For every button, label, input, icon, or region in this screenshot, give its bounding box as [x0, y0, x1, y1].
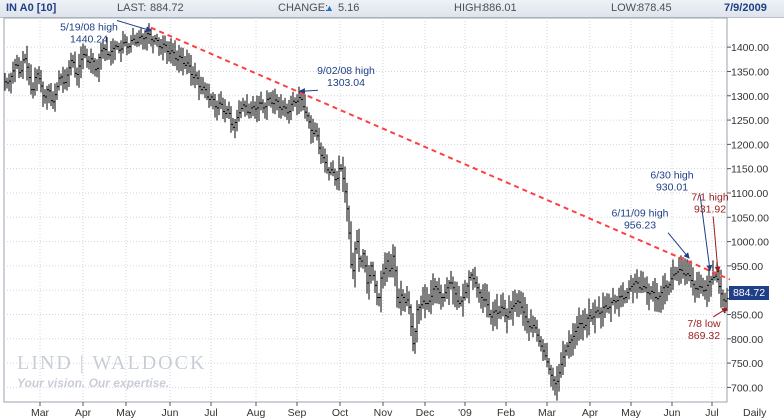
- y-tick-label: 1200.00: [731, 139, 769, 151]
- annotation-title: 5/19/08 high: [60, 21, 118, 33]
- x-tick-label: Jul: [705, 407, 718, 419]
- y-tick-label: 850.00: [731, 310, 763, 322]
- broker-logo: LIND | WALDOCK Your vision. Our expertis…: [17, 352, 206, 390]
- high-value: 886.01: [483, 2, 517, 14]
- x-tick-label: Nov: [374, 407, 393, 419]
- symbol-label: IN A0 [10]: [6, 2, 57, 14]
- x-tick-label: May: [116, 407, 137, 419]
- y-tick-label: 750.00: [731, 358, 763, 370]
- x-axis: Mar Apr May Jun Jul Aug Sep Oct Nov Dec '09 Feb Mar A…: [31, 402, 767, 419]
- y-tick-label: 800.00: [731, 334, 763, 346]
- annotation-value: 869.32: [688, 330, 720, 342]
- y-tick-label: 1050.00: [731, 212, 769, 224]
- low-label: LOW:: [611, 2, 639, 14]
- annotation-value: 1303.04: [327, 77, 365, 89]
- last-value: 884.72: [150, 2, 184, 14]
- y-tick-label: 1350.00: [731, 66, 769, 78]
- x-tick-label: '09: [458, 407, 472, 419]
- change-value: 5.16: [338, 2, 360, 14]
- y-tick-label: 1300.00: [731, 91, 769, 103]
- x-tick-label: Dec: [416, 407, 435, 419]
- annotation-arrow: [699, 194, 713, 272]
- period-label: Daily: [743, 407, 767, 419]
- x-tick-label: Mar: [31, 407, 50, 419]
- annotation-arrow: [667, 232, 690, 259]
- x-tick-label: Apr: [582, 407, 599, 419]
- x-tick-label: Sep: [288, 407, 307, 419]
- y-tick-label: 1000.00: [731, 237, 769, 249]
- y-tick-label: 1100.00: [731, 188, 768, 200]
- price-bars: [4, 23, 729, 401]
- x-tick-label: Aug: [247, 407, 266, 419]
- up-arrow-icon: ▲: [325, 3, 334, 13]
- annotation-value: 930.01: [656, 182, 688, 194]
- plot-frame: [3, 17, 728, 403]
- x-tick-label: May: [621, 407, 642, 419]
- annotation-value: 956.23: [624, 220, 656, 232]
- annotation-title: 6/30 high: [650, 170, 693, 182]
- low-value: 878.45: [638, 2, 672, 14]
- annotation-title: 7/1 high: [691, 192, 729, 204]
- annotation-title: 6/11/09 high: [611, 208, 668, 220]
- quote-date: 7/9/2009: [724, 2, 767, 14]
- x-tick-label: Jun: [162, 407, 179, 419]
- logo-name: LIND | WALDOCK: [17, 352, 207, 374]
- annotation-arrow: [299, 88, 319, 95]
- change-label: CHANGE:: [278, 2, 329, 14]
- last-price-tag: 884.72: [729, 286, 769, 300]
- resistance-trendline: [150, 26, 731, 281]
- annotation-value: 1440.24: [70, 33, 108, 45]
- y-tick-label: 700.00: [731, 382, 763, 394]
- high-label: HIGH:: [454, 2, 485, 14]
- annotation-arrow: [712, 216, 721, 273]
- y-tick-label: 950.00: [731, 261, 763, 273]
- x-tick-label: Jul: [204, 407, 217, 419]
- grid: [3, 17, 728, 403]
- x-tick-label: Feb: [497, 407, 515, 419]
- annotation-arrow: [116, 19, 152, 33]
- trendline: [150, 26, 731, 281]
- last-label: LAST:: [117, 2, 147, 14]
- quote-header: IN A0 [10] LAST: 884.72 CHANGE: ▲ 5.16 H…: [0, 0, 784, 18]
- annotation-arrow: [712, 307, 728, 318]
- logo-tagline: Your vision. Our expertise.: [17, 376, 170, 390]
- y-tick-label: 1400.00: [731, 42, 769, 54]
- annotation-title: 9/02/08 high: [317, 65, 375, 77]
- annotation-title: 7/8 low: [687, 318, 721, 330]
- y-tick-label: 1250.00: [731, 115, 769, 127]
- y-tick-label: 1150.00: [731, 164, 768, 176]
- x-tick-label: Jun: [664, 407, 681, 419]
- y-axis: 700.00750.00800.00850.00900.00950.001000…: [727, 42, 769, 394]
- x-tick-label: Apr: [75, 407, 92, 419]
- annotation-value: 931.92: [694, 204, 726, 216]
- x-tick-label: Oct: [332, 407, 348, 419]
- x-tick-label: Mar: [538, 407, 557, 419]
